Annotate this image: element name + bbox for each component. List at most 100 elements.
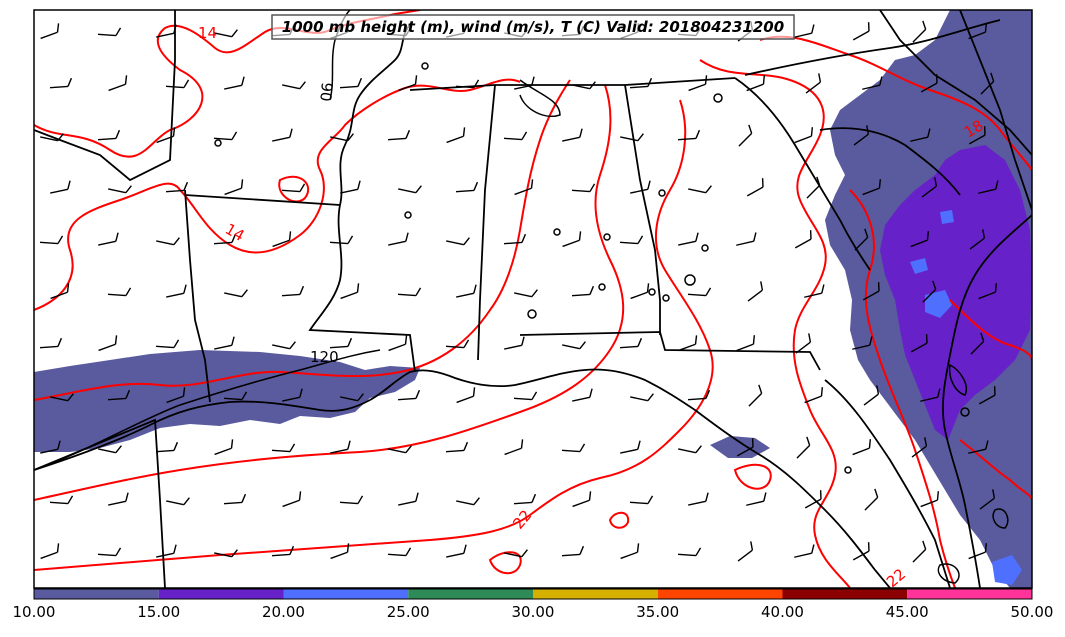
wind-barb-icon: [677, 547, 702, 557]
wind-barb-icon: [513, 493, 537, 505]
wind-barb-icon: [862, 179, 882, 196]
precip-region-high-2: [910, 258, 928, 274]
wind-barb-icon: [98, 445, 122, 454]
wind-barb-icon: [678, 232, 699, 246]
wind-barb-icon: [922, 280, 937, 303]
boundary-al-ga: [624, 84, 661, 335]
wind-barb-icon: [748, 384, 763, 407]
wind-barb-icon: [40, 133, 64, 142]
wind-barb-icon: [572, 81, 596, 90]
temp-contour-7: [759, 35, 1032, 171]
wind-barb-icon: [224, 289, 248, 298]
temp-contour-6: [699, 59, 851, 588]
height-ring: [553, 228, 561, 236]
wind-barb-icon: [40, 23, 60, 40]
wind-barb-icon: [746, 492, 767, 506]
wind-barb-icon: [397, 287, 422, 297]
wind-barb-icon: [796, 436, 811, 459]
wind-barb-icon: [330, 440, 351, 454]
wind-barb-icon: [688, 492, 709, 506]
wind-barb-icon: [329, 235, 354, 245]
wind-barb-icon: [852, 439, 872, 456]
height-ring: [648, 288, 656, 296]
wind-barb-icon: [677, 129, 701, 141]
temp-contour-10: [959, 439, 1032, 501]
wind-barb-icon: [445, 441, 469, 453]
wind-barb-icon: [340, 180, 361, 194]
wind-barb-icon: [980, 72, 995, 95]
wind-barb-icon: [572, 388, 593, 402]
wind-barb-icon: [388, 232, 409, 246]
wind-barb-icon: [804, 284, 825, 298]
coastline-gulf: [34, 368, 891, 588]
wind-barb-icon: [387, 547, 412, 557]
height-contour-5: [992, 508, 1009, 529]
wind-barb-icon: [108, 75, 128, 92]
title-background: [271, 14, 795, 40]
precip-region-high-3: [940, 210, 954, 224]
wind-barb-icon: [853, 125, 870, 146]
colorbar-segment: [34, 589, 159, 599]
wind-barb-icon: [214, 336, 235, 350]
boundary-ga-sc: [734, 77, 871, 271]
boundary-west-2: [34, 10, 176, 182]
wind-barb-icon: [108, 185, 132, 194]
boundary-ar-la: [184, 194, 341, 206]
temp-contour-5: [34, 99, 714, 571]
wind-barb-icon: [271, 545, 295, 557]
wind-barb-icon: [166, 497, 190, 506]
boundary-ms-al: [477, 84, 496, 361]
height-ring: [404, 211, 412, 219]
wind-barb-icon: [340, 283, 360, 300]
wind-barb-icon: [39, 337, 63, 349]
wind-barb-icon: [281, 183, 306, 193]
wind-barb-icon: [561, 443, 586, 453]
wind-barb-icon: [968, 126, 986, 145]
height-contour-4: [948, 363, 967, 396]
wind-barb-icon: [562, 128, 583, 142]
height-ring: [527, 309, 537, 319]
wind-barb-icon: [862, 282, 880, 301]
colorbar-tick-label: 30.00: [512, 603, 555, 621]
wind-barb-icon: [572, 491, 592, 508]
wind-barb-icon: [98, 335, 118, 352]
wind-barb-icon: [223, 493, 247, 505]
wind-barb-icon: [630, 283, 650, 300]
height-ring: [214, 139, 222, 147]
colorbar: 10.00 15.00 20.00 25.00 30.00 35.00 40.00 45.00…: [13, 588, 1053, 621]
wind-barb-icon: [911, 437, 928, 458]
wind-barb-icon: [852, 336, 873, 350]
colorbar-segment: [408, 589, 533, 599]
wind-barb-icon: [562, 231, 582, 248]
wind-barb-icon: [504, 336, 525, 350]
colorbar-segment: [283, 589, 409, 599]
wind-barb-icon: [40, 543, 60, 560]
height-ring: [421, 62, 429, 70]
boundary-la-ms: [308, 204, 416, 373]
height-ring: [960, 407, 970, 417]
wind-barb-icon: [165, 181, 189, 193]
wind-barb-icon: [398, 75, 418, 92]
wind-barb-icon: [794, 544, 815, 558]
wind-barb-icon: [155, 441, 179, 453]
temp-contour-2: [34, 78, 521, 311]
temp-contour-4: [34, 84, 625, 501]
wind-barb-icon: [156, 237, 180, 246]
height-ring: [701, 244, 709, 252]
wind-barb-icon: [794, 24, 815, 38]
wind-barb-icon: [213, 131, 238, 141]
wind-barb-icon: [910, 334, 928, 353]
temp-contour-14: [278, 175, 310, 203]
wind-barb-icon: [737, 541, 754, 562]
wind-barb-icon: [968, 23, 988, 40]
height-contour-label: 120: [310, 348, 339, 366]
boundary-nc-sc: [819, 127, 961, 196]
wind-barb-icon: [804, 387, 824, 404]
wind-barb-icon: [166, 284, 187, 298]
wind-barb-icon: [40, 440, 61, 454]
height-ring: [713, 93, 723, 103]
wind-barb-icon: [455, 79, 480, 89]
precip-region-high-4: [992, 555, 1022, 585]
boundaries: [34, 10, 1032, 588]
wind-barb-icon: [630, 180, 651, 194]
